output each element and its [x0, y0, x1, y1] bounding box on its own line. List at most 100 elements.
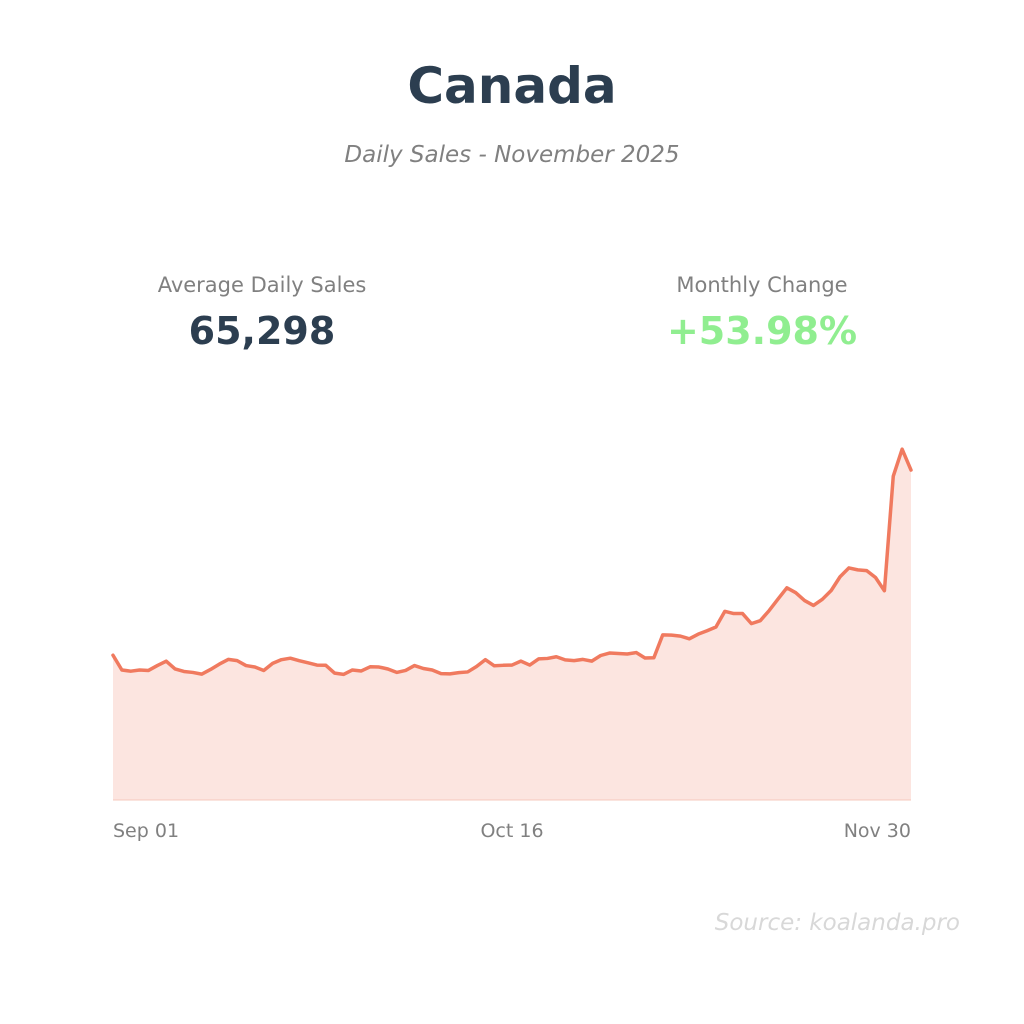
data-point-50	[546, 657, 549, 660]
data-point-9	[182, 670, 186, 673]
data-point-71	[732, 612, 735, 615]
data-point-72	[741, 612, 744, 615]
data-point-89	[892, 474, 895, 478]
x-tick-sep-01: Sep 01	[113, 820, 180, 842]
data-point-81	[821, 598, 824, 601]
data-point-80	[812, 604, 815, 607]
data-point-66	[688, 637, 691, 641]
data-point-83	[838, 575, 842, 578]
data-point-82	[830, 589, 833, 592]
data-point-31	[377, 665, 381, 669]
data-point-6	[156, 664, 159, 667]
data-point-13	[218, 662, 221, 666]
data-point-18	[262, 669, 265, 672]
sales-area-fill	[113, 449, 911, 800]
data-point-30	[368, 665, 372, 668]
data-point-33	[395, 671, 398, 674]
data-point-76	[776, 597, 780, 601]
data-point-8	[173, 667, 177, 671]
data-point-65	[679, 634, 682, 638]
data-point-51	[555, 655, 558, 658]
data-point-14	[227, 658, 230, 661]
data-point-43	[484, 658, 487, 661]
data-point-10	[191, 671, 194, 674]
data-point-11	[200, 672, 203, 676]
data-point-21	[289, 657, 292, 660]
chart-title: Canada	[407, 57, 617, 115]
data-point-79	[803, 599, 806, 602]
data-point-68	[705, 629, 709, 632]
data-point-39	[448, 672, 452, 676]
average-daily-sales-value: 65,298	[188, 309, 336, 353]
data-point-87	[874, 576, 877, 579]
data-point-56	[599, 654, 602, 657]
data-point-26	[333, 671, 336, 675]
data-point-54	[581, 658, 585, 661]
data-point-63	[661, 633, 664, 637]
data-point-4	[138, 668, 141, 672]
chart-subtitle: Daily Sales - November 2025	[344, 142, 680, 168]
data-point-55	[590, 659, 593, 663]
data-point-32	[386, 667, 390, 671]
data-point-36	[422, 667, 425, 670]
data-point-78	[794, 591, 797, 594]
data-point-22	[298, 659, 301, 662]
data-point-42	[475, 665, 478, 668]
data-point-84	[847, 566, 851, 570]
x-tick-oct-16: Oct 16	[480, 820, 544, 842]
data-point-77	[785, 586, 789, 589]
sales-data-points	[111, 447, 913, 676]
monthly-change-stat: Monthly Change +53.98%	[582, 270, 942, 354]
data-point-74	[759, 619, 762, 622]
data-point-59	[626, 652, 629, 656]
source-note: Source: koalanda.pro	[714, 910, 960, 936]
data-point-47	[519, 659, 523, 663]
data-point-17	[253, 665, 257, 669]
data-point-5	[147, 669, 150, 672]
x-tick-nov-30: Nov 30	[843, 820, 911, 842]
data-point-90	[900, 447, 904, 451]
data-point-40	[457, 671, 460, 674]
data-point-44	[493, 664, 496, 667]
data-point-57	[608, 651, 611, 655]
data-point-52	[564, 658, 567, 662]
data-point-38	[439, 672, 443, 675]
data-point-24	[315, 663, 319, 667]
data-point-16	[244, 664, 248, 667]
data-point-48	[528, 663, 531, 667]
data-point-70	[723, 610, 726, 613]
data-point-61	[643, 656, 647, 660]
data-point-25	[324, 664, 327, 667]
data-point-58	[617, 652, 620, 655]
data-point-88	[883, 589, 886, 592]
data-point-73	[750, 622, 753, 625]
average-daily-sales-label: Average Daily Sales	[157, 273, 367, 297]
data-point-91	[909, 468, 913, 472]
data-point-23	[306, 661, 310, 665]
data-point-75	[767, 609, 771, 612]
data-point-20	[280, 658, 283, 661]
data-point-35	[413, 664, 416, 667]
data-point-60	[634, 651, 638, 654]
data-point-29	[360, 669, 363, 673]
monthly-change-label: Monthly Change	[676, 273, 848, 297]
data-point-12	[209, 668, 212, 671]
data-point-46	[510, 663, 514, 667]
data-point-7	[165, 659, 168, 663]
data-point-64	[670, 633, 673, 637]
data-point-2	[120, 668, 124, 672]
average-daily-sales-stat: Average Daily Sales 65,298	[82, 270, 442, 354]
data-point-27	[342, 673, 345, 676]
data-point-19	[271, 662, 274, 665]
data-point-45	[501, 664, 505, 667]
data-point-49	[537, 657, 540, 661]
data-point-15	[235, 659, 239, 662]
data-point-28	[351, 668, 354, 672]
data-point-34	[404, 669, 407, 672]
data-point-53	[572, 659, 576, 662]
data-point-1	[111, 654, 115, 657]
data-point-62	[652, 656, 656, 659]
data-point-85	[856, 568, 859, 572]
data-point-3	[129, 670, 132, 673]
